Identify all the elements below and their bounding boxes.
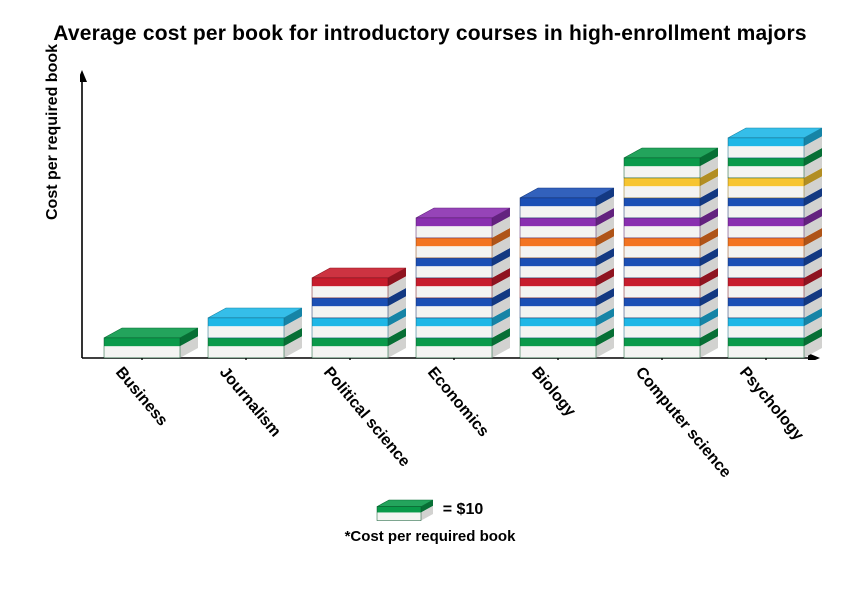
book-stack [104, 328, 198, 358]
y-axis-label: Cost per required book [44, 44, 62, 220]
book-stack [728, 128, 822, 358]
book [624, 148, 718, 178]
book-stacks [80, 70, 820, 360]
book-stack [208, 308, 302, 358]
x-axis-label: Business [111, 364, 171, 430]
book-stack [312, 268, 406, 358]
x-axis-label: Journalism [215, 364, 284, 441]
book-stack [416, 208, 510, 358]
book-stack [520, 188, 614, 358]
legend: = $10 [0, 500, 860, 526]
chart-title: Average cost per book for introductory c… [0, 22, 860, 46]
legend-book-icon [377, 500, 433, 521]
book [104, 328, 198, 358]
book [208, 308, 302, 338]
book [520, 188, 614, 218]
x-axis-label: Biology [527, 364, 579, 421]
x-axis-label: Economics [423, 364, 492, 441]
x-axis-labels: Business Journalism Political scienceEcono… [80, 364, 820, 504]
x-axis-label: Psychology [735, 364, 807, 444]
x-axis-label: Computer science [631, 364, 734, 482]
book [416, 208, 510, 238]
cost-per-book-chart: Average cost per book for introductory c… [0, 0, 860, 598]
book [312, 268, 406, 298]
book [728, 128, 822, 158]
footnote: *Cost per required book [0, 528, 860, 545]
legend-label: = $10 [443, 501, 483, 519]
x-axis-label: Political science [319, 364, 413, 471]
book-stack [624, 148, 718, 358]
plot-area [80, 70, 820, 360]
